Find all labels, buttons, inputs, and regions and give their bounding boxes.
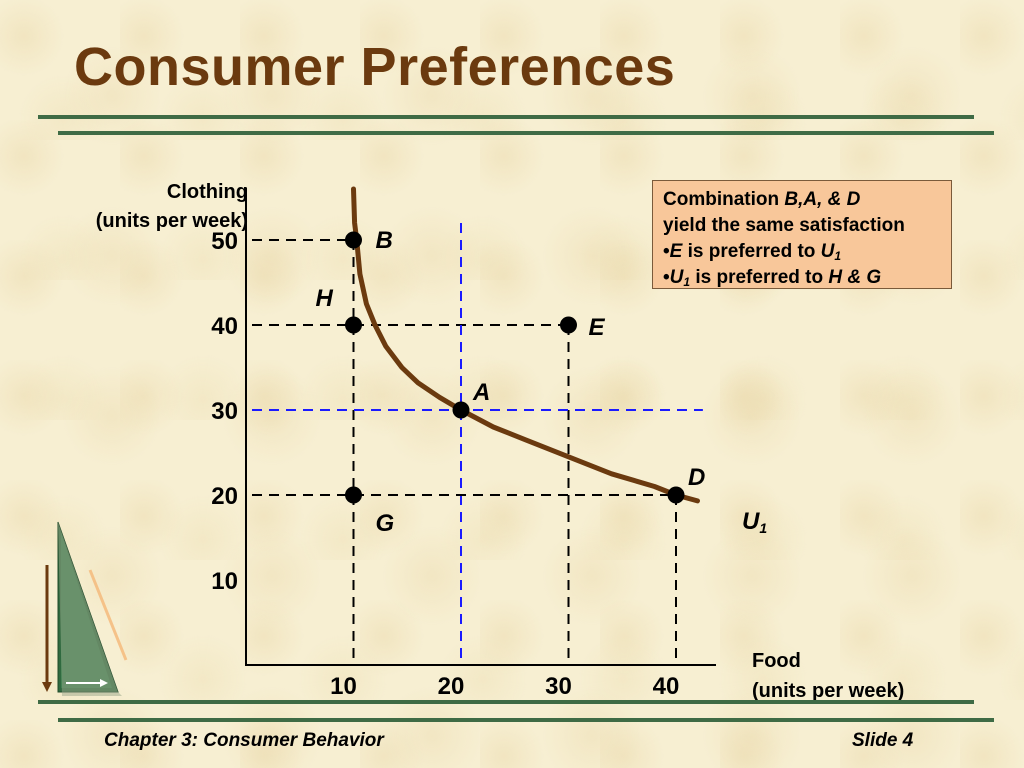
x-tick-label: 10: [330, 673, 357, 700]
point-label-B: B: [376, 227, 393, 254]
x-axis-label-line1: Food: [752, 650, 801, 672]
y-tick-label: 40: [211, 313, 238, 340]
footer-slide-number: Slide 4: [852, 730, 914, 751]
title-rule-top: [38, 115, 974, 119]
point-E: [560, 316, 577, 334]
y-tick-label: 20: [211, 483, 238, 510]
x-tick-label: 20: [438, 673, 465, 700]
x-tick-label: 30: [545, 673, 572, 700]
x-axis-label-line2: (units per week): [752, 680, 905, 702]
title-rule-bottom: [58, 131, 994, 135]
x-axis-label: Food (units per week): [752, 646, 904, 706]
y-tick-label: 30: [211, 398, 238, 425]
x-tick-label: 40: [653, 673, 680, 700]
point-label-E: E: [589, 314, 606, 341]
point-B: [345, 231, 362, 249]
y-axis-label-line1: Clothing: [166, 181, 248, 203]
tick-labels: 10 20 30 40 50 10 20 30 40: [211, 228, 679, 700]
slide-decoration-triangle: [42, 521, 128, 696]
y-tick-label: 10: [211, 568, 238, 595]
note-line-1: Combination B,A, & D: [663, 189, 861, 210]
footer-rule-top: [38, 700, 974, 704]
slide-title: Consumer Preferences: [74, 37, 676, 97]
y-axis-label-line2: (units per week): [95, 210, 248, 232]
point-D: [667, 486, 685, 504]
footer-chapter: Chapter 3: Consumer Behavior: [104, 730, 384, 751]
footer-rule-bottom: [58, 718, 994, 722]
indifference-curve-u1: [351, 186, 700, 504]
note-line-2: yield the same satisfaction: [663, 215, 905, 236]
guide-lines: [252, 223, 703, 665]
y-tick-label: 50: [211, 228, 238, 255]
annotation-box: Combination B,A, & D yield the same sati…: [652, 180, 952, 289]
y-axis-label: Clothing (units per week): [50, 178, 248, 236]
point-label-A: A: [472, 379, 490, 406]
point-H: [345, 316, 362, 334]
note-line-3: •E is preferred to U1: [663, 241, 842, 263]
point-label-G: G: [376, 510, 395, 537]
point-A: [452, 401, 470, 419]
curve-label-u1: U1: [742, 508, 768, 536]
point-G: [345, 486, 362, 504]
point-label-D: D: [688, 464, 705, 491]
point-label-H: H: [316, 285, 334, 312]
data-points: B H E A G D: [316, 227, 706, 537]
note-line-4: •U1 is preferred to H & G: [663, 267, 882, 289]
